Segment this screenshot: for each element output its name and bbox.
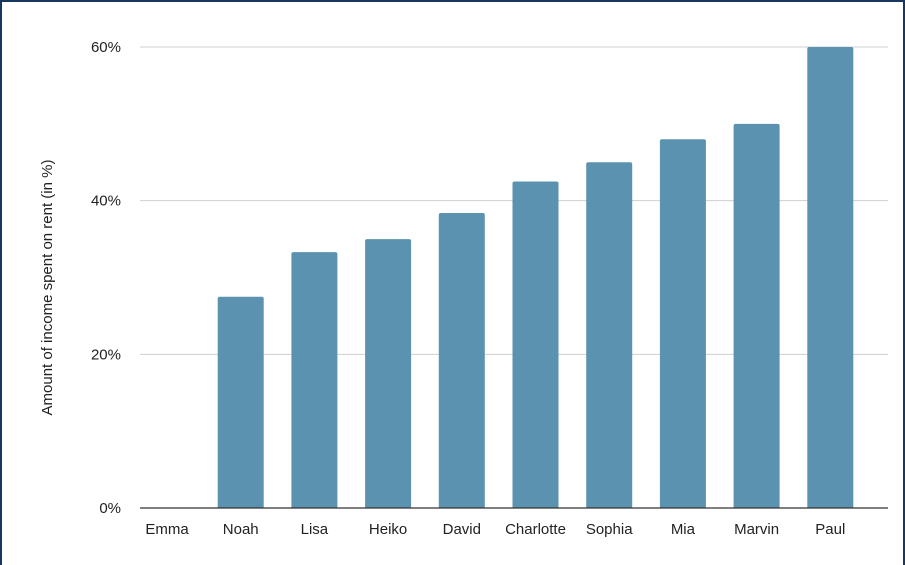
bar-charlotte <box>512 181 559 509</box>
bar-sophia <box>586 162 633 508</box>
x-tick-label-paul: Paul <box>815 521 845 538</box>
y-tick-label: 20% <box>91 346 121 363</box>
x-tick-label-david: David <box>443 521 481 538</box>
bar-paul <box>807 47 854 508</box>
bars <box>217 47 854 509</box>
x-tick-label-noah: Noah <box>223 521 259 538</box>
y-tick-labels: 0% 20% 40% 60% <box>91 39 121 517</box>
x-tick-label-mia: Mia <box>671 521 696 538</box>
y-tick-label: 40% <box>91 193 121 210</box>
x-tick-label-heiko: Heiko <box>369 521 407 538</box>
bar-lisa <box>291 252 338 508</box>
y-tick-label: 0% <box>99 500 121 517</box>
x-tick-label-lisa: Lisa <box>301 521 329 538</box>
x-tick-label-charlotte: Charlotte <box>505 521 566 538</box>
y-axis-title: Amount of income spent on rent (in %) <box>39 160 56 416</box>
x-tick-label-marvin: Marvin <box>734 521 779 538</box>
x-tick-label-emma: Emma <box>145 521 189 538</box>
bar-marvin <box>733 123 780 508</box>
bar-mia <box>659 139 706 508</box>
x-tick-label-sophia: Sophia <box>586 521 633 538</box>
bar-noah <box>217 296 264 508</box>
bar-david <box>438 212 485 508</box>
y-tick-label: 60% <box>91 39 121 56</box>
x-tick-labels: Emma Noah Lisa Heiko David Charlotte Sophia Mia… <box>145 521 845 538</box>
bar-heiko <box>365 239 412 509</box>
